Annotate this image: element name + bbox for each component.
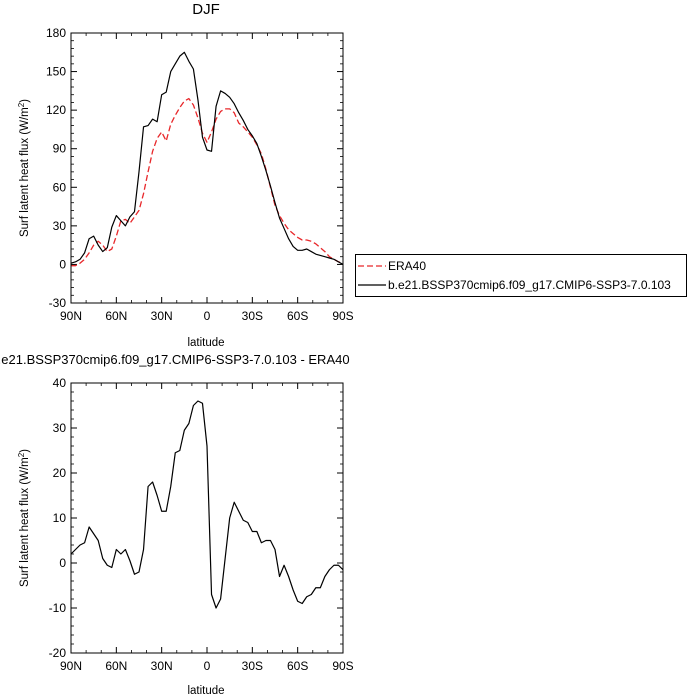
bottom-x-ticks: 90N 60N 30N 0 30S 60S 90S — [60, 383, 354, 673]
top-y-tick-label: 150 — [46, 65, 66, 79]
top-series-line-0 — [71, 97, 344, 267]
top-x-tick-label: 0 — [204, 309, 211, 323]
bottom-y-tick-label: 0 — [59, 556, 66, 570]
svg-text:Surf latent heat flux (W/m2): Surf latent heat flux (W/m2) — [17, 449, 31, 587]
bottom-x-tick-label: 0 — [204, 659, 211, 673]
top-plot-lines — [70, 51, 344, 267]
bottom-plot-frame — [70, 382, 344, 654]
top-y-tick-label: 60 — [53, 180, 67, 194]
bottom-x-tick-label: 60S — [287, 659, 308, 673]
bottom-x-tick-label: 30N — [151, 659, 173, 673]
bottom-x-tick-label: 90S — [332, 659, 353, 673]
top-x-tick-label: 90S — [332, 309, 353, 323]
top-plot-frame — [70, 32, 344, 304]
top-x-axis-label: latitude — [187, 337, 224, 349]
bottom-x-tick-label: 90N — [60, 659, 82, 673]
bottom-x-axis-label: latitude — [187, 685, 224, 697]
bottom-y-tick-label: 30 — [53, 421, 67, 435]
legend-label-era40: ERA40 — [388, 259, 426, 273]
bottom-y-axis-label: Surf latent heat flux (W/m2) — [17, 449, 31, 587]
bottom-plot-lines — [70, 400, 344, 609]
top-y-tick-label: 0 — [59, 257, 66, 271]
bottom-x-tick-label: 30S — [242, 659, 263, 673]
bottom-chart-title: b.e21.BSSP370cmip6.f09_g17.CMIP6-SSP3-7.… — [0, 352, 350, 367]
top-y-tick-label: 180 — [46, 26, 66, 40]
svg-text:Surf latent heat flux (W/m2): Surf latent heat flux (W/m2) — [17, 99, 31, 237]
top-y-ticks: -30 0 30 60 90 120 150 180 — [46, 26, 343, 310]
top-y-axis-label: Surf latent heat flux (W/m2) — [17, 99, 31, 237]
bottom-y-tick-label: -10 — [49, 601, 67, 615]
bottom-y-tick-label: 40 — [53, 376, 67, 390]
bottom-y-ticks: -20 -10 0 10 20 30 40 — [49, 376, 343, 660]
legend-box — [355, 254, 687, 297]
top-x-tick-label: 30N — [151, 309, 173, 323]
top-x-tick-label: 30S — [242, 309, 263, 323]
top-x-ticks: 90N 60N 30N 0 30S 60S 90S — [60, 33, 354, 323]
bottom-y-tick-label: 20 — [53, 466, 67, 480]
legend-label-model: b.e21.BSSP370cmip6.f09_g17.CMIP6-SSP3-7.… — [388, 278, 671, 292]
top-x-tick-label: 90N — [60, 309, 82, 323]
legend: ERA40 b.e21.BSSP370cmip6.f09_g17.CMIP6-S… — [355, 254, 687, 297]
bottom-panel: b.e21.BSSP370cmip6.f09_g17.CMIP6-SSP3-7.… — [0, 352, 354, 697]
top-panel: DJF latitude Surf latent heat flux (W/m2… — [17, 1, 354, 349]
top-y-tick-label: 90 — [53, 142, 67, 156]
top-y-tick-label: -30 — [49, 296, 67, 310]
bottom-x-tick-label: 60N — [105, 659, 127, 673]
bottom-y-tick-label: 10 — [53, 511, 67, 525]
top-y-tick-label: 120 — [46, 103, 66, 117]
top-x-tick-label: 60N — [105, 309, 127, 323]
top-chart-title: DJF — [192, 1, 220, 18]
bottom-y-tick-label: -20 — [49, 646, 67, 660]
top-y-tick-label: 30 — [53, 219, 67, 233]
top-series-line-1 — [70, 51, 344, 265]
top-x-tick-label: 60S — [287, 309, 308, 323]
bottom-series-line-0 — [70, 400, 344, 609]
